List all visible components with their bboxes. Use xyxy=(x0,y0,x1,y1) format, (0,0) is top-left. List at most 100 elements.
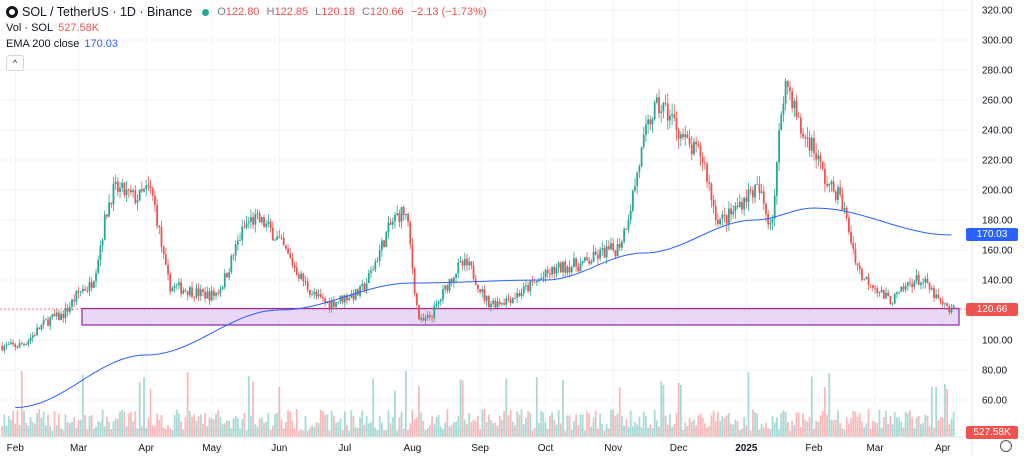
candle-body xyxy=(494,300,497,308)
volume-bar xyxy=(1,426,4,437)
volume-bar xyxy=(245,430,248,437)
candle-body xyxy=(544,269,547,278)
volume-bar xyxy=(160,415,163,437)
candle-body xyxy=(387,222,390,233)
candle-body xyxy=(326,301,329,303)
candle-body xyxy=(592,251,595,262)
candle-body xyxy=(828,184,831,186)
candle-body xyxy=(941,301,944,305)
ema-legend[interactable]: EMA 200 close 170.03 xyxy=(6,38,119,50)
candle-body xyxy=(230,255,233,273)
volume-bar xyxy=(621,416,623,437)
volume-bar xyxy=(775,417,778,437)
candle-body xyxy=(653,102,656,120)
candle-body xyxy=(642,134,645,148)
volume-bar xyxy=(583,430,586,437)
volume-bar xyxy=(854,411,857,437)
candle-body xyxy=(162,246,165,255)
volume-bar xyxy=(348,430,351,437)
volume-bar xyxy=(25,422,28,437)
volume-bar xyxy=(821,411,824,437)
candle-body xyxy=(675,118,678,131)
candle-body xyxy=(839,187,842,195)
volume-bar xyxy=(20,371,23,437)
candle-body xyxy=(498,301,501,305)
candle-body xyxy=(645,124,647,135)
candle-body xyxy=(599,249,602,259)
candle-body xyxy=(226,273,228,278)
volume-bar xyxy=(66,422,69,437)
candle-body xyxy=(845,208,848,218)
volume-bar xyxy=(463,419,466,437)
candle-body xyxy=(42,319,45,325)
collapse-legend-button[interactable]: ^ xyxy=(6,55,24,71)
volume-bar xyxy=(531,430,534,437)
volume-bar xyxy=(893,412,896,437)
candle-body xyxy=(913,281,916,287)
candle-body xyxy=(533,282,536,283)
volume-bar xyxy=(477,415,479,437)
candle-body xyxy=(577,266,580,272)
volume-bar xyxy=(324,414,327,437)
candle-body xyxy=(206,291,209,299)
volume-bar xyxy=(492,423,495,437)
volume-bar xyxy=(882,416,885,437)
candle-body xyxy=(793,100,796,109)
candle-body xyxy=(594,251,597,255)
volume-bar xyxy=(138,382,141,437)
candle-body xyxy=(365,283,368,291)
candle-body xyxy=(717,220,719,225)
candle-body xyxy=(492,300,495,304)
volume-bar xyxy=(662,384,665,437)
volume-bar xyxy=(199,414,202,437)
volume-bar xyxy=(675,412,678,437)
candle-body xyxy=(516,293,519,299)
volume-bar xyxy=(313,427,316,437)
volume-bar xyxy=(780,412,783,437)
candle-body xyxy=(439,299,442,302)
volume-bar xyxy=(34,423,36,437)
candle-body xyxy=(721,214,724,219)
candle-body xyxy=(693,141,695,155)
volume-bar xyxy=(53,411,56,437)
symbol-title[interactable]: SOL / TetherUS · 1D · Binance xyxy=(22,5,193,19)
volume-bar xyxy=(612,409,615,437)
volume-bar xyxy=(178,413,180,437)
candle-body xyxy=(549,273,551,275)
candle-body xyxy=(55,312,58,317)
candle-body xyxy=(274,239,276,241)
candle-body xyxy=(304,281,307,283)
candle-body xyxy=(311,293,313,295)
chart-settings-icon[interactable] xyxy=(1000,440,1012,452)
candle-body xyxy=(433,305,436,318)
volume-bar xyxy=(703,423,706,437)
candle-body xyxy=(854,248,857,264)
y-tick-label: 100.00 xyxy=(982,336,1013,347)
volume-bar xyxy=(819,415,822,437)
candle-body xyxy=(25,344,28,345)
candle-body xyxy=(690,144,693,155)
volume-bar xyxy=(293,428,296,437)
volume-bar xyxy=(453,421,455,437)
candle-body xyxy=(123,182,126,196)
volume-bar xyxy=(361,410,364,437)
candle-body xyxy=(856,263,859,266)
volume-bar xyxy=(154,425,156,437)
candle-body xyxy=(514,298,516,299)
candle-body xyxy=(784,80,787,104)
volume-bar xyxy=(315,422,318,437)
volume-bar xyxy=(760,423,763,437)
volume-bar xyxy=(520,409,523,437)
candle-body xyxy=(470,261,473,266)
volume-bar xyxy=(250,416,252,437)
candle-body xyxy=(180,282,183,294)
volume-bar xyxy=(762,427,765,437)
volume-bar xyxy=(171,430,174,437)
volume-bar xyxy=(322,411,324,437)
volume-bar xyxy=(826,414,828,437)
volume-bar xyxy=(686,426,689,437)
candle-body xyxy=(481,289,484,293)
market-status-icon[interactable] xyxy=(202,8,210,16)
volume-legend[interactable]: Vol · SOL 527.58K xyxy=(6,22,100,34)
